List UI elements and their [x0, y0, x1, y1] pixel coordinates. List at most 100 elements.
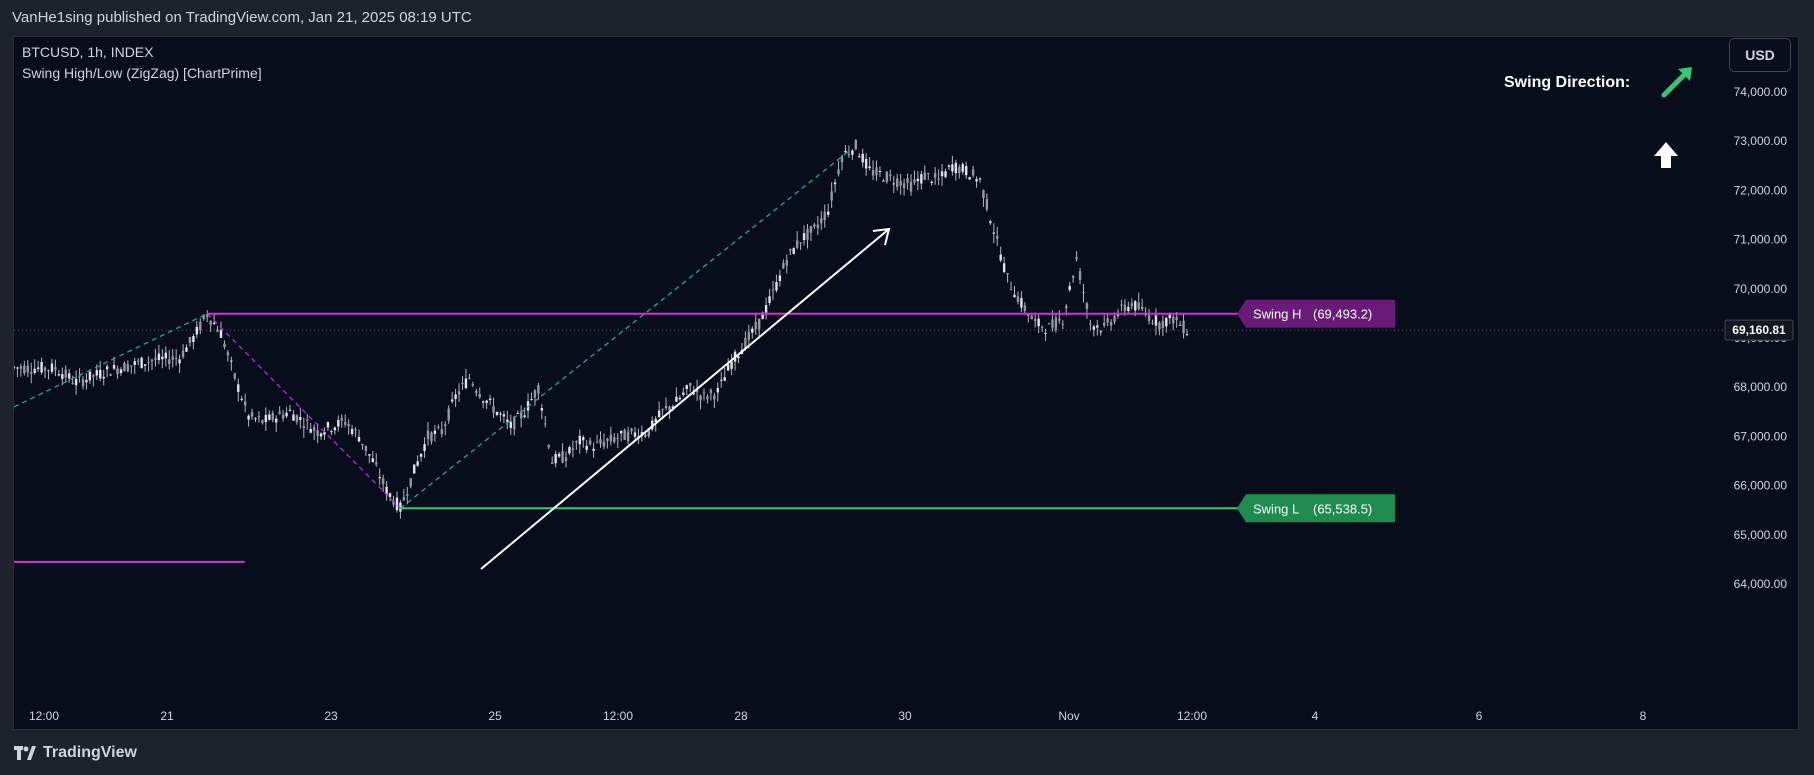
candle-body [378, 477, 381, 479]
candle-body [616, 437, 619, 439]
candle-body [851, 150, 854, 155]
candle-body [364, 445, 368, 452]
candle-body [1065, 306, 1068, 308]
candle-body [413, 464, 416, 474]
candle-body [36, 367, 40, 370]
indicator-legend[interactable]: Swing High/Low (ZigZag) [ChartPrime] [22, 65, 262, 81]
candle-body [350, 429, 354, 435]
candle-body [112, 364, 116, 369]
price-chart[interactable]: Swing H (69,493.2) Swing L (65,538.5) 74,00… [14, 37, 1799, 730]
candle-body [57, 374, 61, 376]
candle-body [105, 366, 109, 370]
candle-body [937, 178, 940, 180]
candle-body [578, 435, 581, 445]
candle-body [695, 389, 699, 393]
candle-body [506, 419, 509, 422]
candle-body [1161, 320, 1165, 328]
symbol-legend[interactable]: BTCUSD, 1h, INDEX [22, 44, 154, 60]
chart-frame[interactable]: Swing H (69,493.2) Swing L (65,538.5) 74,00… [13, 36, 1799, 730]
candle-body [485, 400, 488, 403]
time-tick-label: 6 [1476, 709, 1483, 723]
candle-body [947, 165, 951, 167]
candle-body [706, 396, 709, 400]
candle-body [19, 366, 23, 369]
tradingview-brand: TradingView [43, 744, 137, 761]
candle-body [699, 395, 702, 401]
candle-body [785, 260, 788, 266]
candle-body [1092, 326, 1096, 330]
candle-body [1085, 303, 1089, 309]
candle-body [561, 451, 564, 463]
candle-body [1054, 317, 1058, 330]
candle-body [1058, 318, 1061, 321]
candle-body [582, 437, 585, 441]
candle-body [764, 305, 768, 313]
candle-body [375, 462, 378, 465]
candle-body [833, 182, 837, 185]
candle-body [916, 178, 920, 182]
candle-body [858, 156, 861, 158]
candle-body [982, 190, 985, 199]
candle-body [720, 379, 723, 381]
candle-body [340, 417, 343, 421]
candle-body [1037, 318, 1040, 327]
candle-body [295, 415, 299, 422]
zigzag-down-line [206, 313, 401, 509]
currency-button[interactable]: USD [1729, 38, 1791, 72]
candle-body [1075, 257, 1078, 260]
candle-body [119, 369, 123, 374]
candle-body [237, 384, 240, 392]
candle-body [747, 331, 751, 340]
candle-body [606, 438, 609, 441]
tradingview-logo[interactable]: TradingView [13, 744, 137, 762]
candle-body [71, 383, 74, 385]
candle-body [1002, 263, 1006, 273]
candle-body [1040, 326, 1044, 328]
candle-body [309, 428, 312, 433]
candle-body [885, 171, 889, 182]
candle-body [978, 178, 982, 180]
candle-body [1044, 332, 1047, 334]
time-tick-label: 12:00 [29, 709, 59, 723]
candle-body [174, 357, 178, 359]
candle-body [971, 169, 975, 176]
candle-body [602, 441, 606, 447]
candle-body [475, 391, 478, 393]
candle-body [595, 441, 599, 443]
price-tick-label: 71,000.00 [1734, 233, 1788, 247]
candle-body [164, 352, 167, 359]
candle-body [423, 444, 426, 452]
candle-body [1151, 322, 1154, 324]
candle-body [1154, 315, 1158, 326]
swing-label-value: (69,493.2) [1313, 307, 1372, 322]
candle-body [206, 314, 209, 318]
candle-body [709, 389, 713, 394]
candle-body [54, 367, 57, 370]
candle-body [775, 282, 778, 291]
candle-body [299, 416, 302, 421]
candle-body [23, 365, 26, 374]
candle-body [1096, 325, 1099, 328]
candle-body [226, 352, 230, 356]
price-tick-label: 64,000.00 [1734, 577, 1788, 591]
candle-body [523, 415, 526, 417]
candle-body [1071, 276, 1075, 278]
candle-body [147, 361, 150, 363]
candle-body [996, 235, 999, 239]
candle-body [961, 164, 964, 172]
candle-body [1130, 303, 1133, 307]
candle-body [516, 412, 519, 414]
candle-body [64, 369, 67, 378]
candle-body [261, 420, 264, 424]
candle-body [168, 359, 171, 365]
candle-body [571, 448, 575, 450]
candle-body [433, 430, 437, 434]
candle-body [989, 221, 992, 224]
candle-body [692, 392, 695, 395]
candle-body [1020, 298, 1023, 308]
candle-body [254, 418, 257, 420]
candle-body [33, 368, 36, 373]
candle-body [216, 329, 219, 332]
candle-body [1116, 314, 1120, 316]
candle-body [154, 357, 157, 360]
